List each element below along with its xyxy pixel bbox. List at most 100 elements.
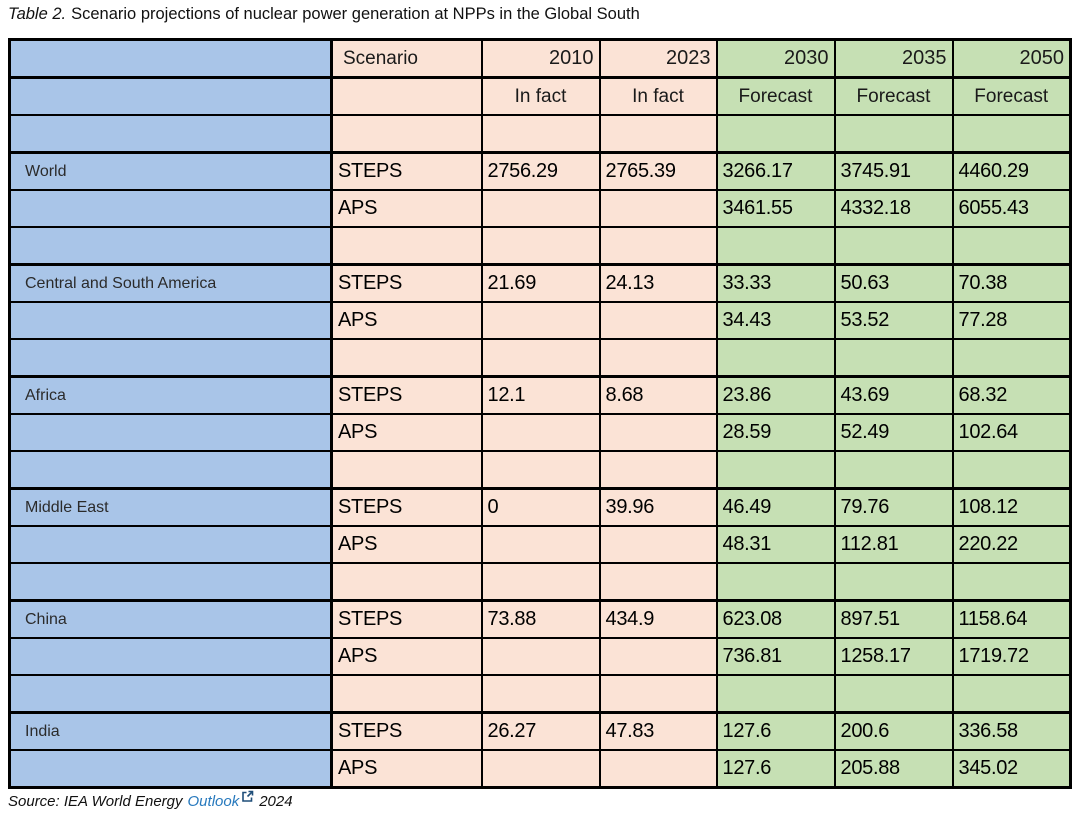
spacer-cell xyxy=(951,674,1072,714)
value-cell xyxy=(480,413,601,452)
value-cell: 736.81 xyxy=(715,637,836,676)
value-cell: 336.58 xyxy=(951,711,1072,751)
value-cell: 21.69 xyxy=(480,263,601,303)
spacer-cell xyxy=(598,114,718,154)
subheader-row: In fact In fact Forecast Forecast Foreca… xyxy=(8,76,1072,116)
scenario-cell: STEPS xyxy=(330,711,483,751)
value-cell: 23.86 xyxy=(715,375,836,415)
spacer-cell xyxy=(951,450,1072,490)
spacer-cell xyxy=(598,338,718,378)
value-cell: 4460.29 xyxy=(951,151,1072,191)
spacer-cell xyxy=(480,226,601,266)
value-cell: 26.27 xyxy=(480,711,601,751)
table-caption-text: Scenario projections of nuclear power ge… xyxy=(71,5,640,23)
value-cell: 73.88 xyxy=(480,599,601,639)
value-cell: 127.6 xyxy=(715,749,836,789)
spacer-row xyxy=(8,562,1072,602)
scenario-cell: STEPS xyxy=(330,487,483,527)
source-outlook-link[interactable]: Outlook xyxy=(187,793,240,810)
spacer-cell xyxy=(598,674,718,714)
region-cell: India xyxy=(8,711,333,751)
spacer-cell xyxy=(480,562,601,602)
steps-row-africa: Africa STEPS 12.1 8.68 23.86 43.69 68.32 xyxy=(8,375,1072,415)
source-year: 2024 xyxy=(259,793,293,810)
region-cell xyxy=(8,301,333,340)
scenario-cell: APS xyxy=(330,301,483,340)
value-cell xyxy=(480,189,601,228)
region-cell: Central and South America xyxy=(8,263,333,303)
scenario-cell: APS xyxy=(330,637,483,676)
scenario-cell: STEPS xyxy=(330,375,483,415)
steps-row-china: China STEPS 73.88 434.9 623.08 897.51 11… xyxy=(8,599,1072,639)
aps-row-china: APS 736.81 1258.17 1719.72 xyxy=(8,637,1072,676)
region-cell: World xyxy=(8,151,333,191)
value-cell xyxy=(480,525,601,564)
spacer-cell xyxy=(598,562,718,602)
scenario-cell: STEPS xyxy=(330,263,483,303)
region-cell xyxy=(8,637,333,676)
spacer-cell xyxy=(480,338,601,378)
value-cell: 28.59 xyxy=(715,413,836,452)
spacer-cell xyxy=(833,562,954,602)
steps-row-world: World STEPS 2756.29 2765.39 3266.17 3745… xyxy=(8,151,1072,191)
subheader-region-cell xyxy=(8,76,333,116)
steps-row-central-south-america: Central and South America STEPS 21.69 24… xyxy=(8,263,1072,303)
region-cell: Middle East xyxy=(8,487,333,527)
value-cell: 345.02 xyxy=(951,749,1072,789)
spacer-cell xyxy=(8,338,333,378)
spacer-row xyxy=(8,226,1072,266)
spacer-cell xyxy=(330,562,483,602)
subheader-type-2030: Forecast xyxy=(715,76,836,116)
spacer-cell xyxy=(833,674,954,714)
spacer-cell xyxy=(330,338,483,378)
spacer-cell xyxy=(330,450,483,490)
spacer-cell xyxy=(715,450,836,490)
value-cell: 434.9 xyxy=(598,599,718,639)
value-cell: 623.08 xyxy=(715,599,836,639)
spacer-cell xyxy=(8,450,333,490)
spacer-cell xyxy=(715,562,836,602)
value-cell: 34.43 xyxy=(715,301,836,340)
region-cell: China xyxy=(8,599,333,639)
aps-row-africa: APS 28.59 52.49 102.64 xyxy=(8,413,1072,452)
value-cell xyxy=(598,637,718,676)
table-caption-number: Table 2. xyxy=(8,5,67,23)
value-cell: 39.96 xyxy=(598,487,718,527)
value-cell: 205.88 xyxy=(833,749,954,789)
spacer-cell xyxy=(715,674,836,714)
value-cell: 200.6 xyxy=(833,711,954,751)
value-cell xyxy=(598,525,718,564)
value-cell: 52.49 xyxy=(833,413,954,452)
value-cell: 4332.18 xyxy=(833,189,954,228)
value-cell xyxy=(480,749,601,789)
value-cell: 1719.72 xyxy=(951,637,1072,676)
spacer-cell xyxy=(8,674,333,714)
steps-row-india: India STEPS 26.27 47.83 127.6 200.6 336.… xyxy=(8,711,1072,751)
value-cell: 3745.91 xyxy=(833,151,954,191)
value-cell: 46.49 xyxy=(715,487,836,527)
header-year-2023: 2023 xyxy=(598,38,718,79)
region-cell xyxy=(8,749,333,789)
value-cell: 112.81 xyxy=(833,525,954,564)
spacer-cell xyxy=(480,450,601,490)
value-cell: 1158.64 xyxy=(951,599,1072,639)
table-caption: Table 2. Scenario projections of nuclear … xyxy=(8,5,640,24)
scenario-cell: STEPS xyxy=(330,151,483,191)
projections-table: Scenario 2010 2023 2030 2035 2050 In fac… xyxy=(8,38,1072,789)
value-cell: 2756.29 xyxy=(480,151,601,191)
spacer-cell xyxy=(8,114,333,154)
header-scenario-cell: Scenario xyxy=(330,38,483,79)
spacer-cell xyxy=(715,338,836,378)
value-cell: 79.76 xyxy=(833,487,954,527)
region-cell xyxy=(8,525,333,564)
value-cell: 6055.43 xyxy=(951,189,1072,228)
header-year-2010: 2010 xyxy=(480,38,601,79)
spacer-cell xyxy=(480,114,601,154)
header-year-2035: 2035 xyxy=(833,38,954,79)
region-cell: Africa xyxy=(8,375,333,415)
subheader-type-2010: In fact xyxy=(480,76,601,116)
value-cell xyxy=(598,189,718,228)
spacer-cell xyxy=(8,226,333,266)
value-cell xyxy=(598,301,718,340)
